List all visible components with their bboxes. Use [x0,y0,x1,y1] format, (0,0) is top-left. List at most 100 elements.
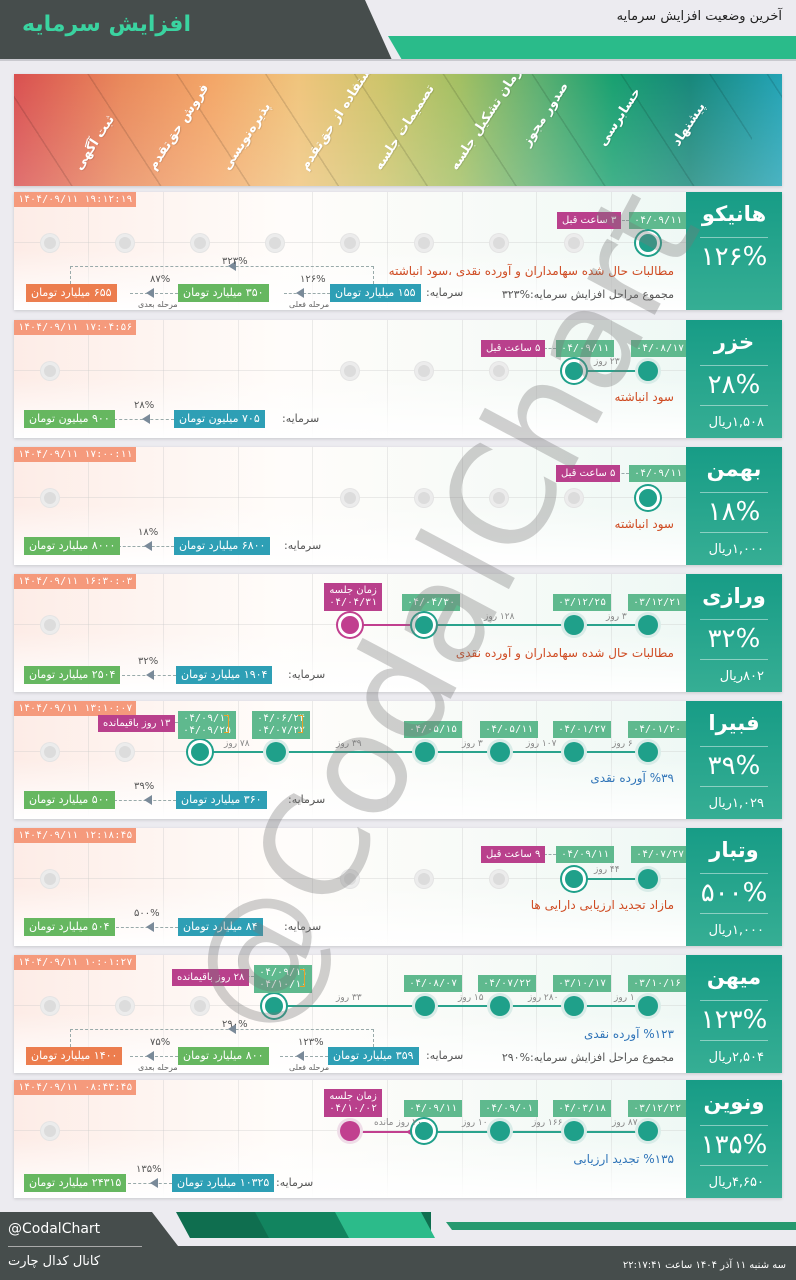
stage-node [415,870,433,888]
date-tag: ۰۴/۰۴/۳۰ [402,594,461,611]
capital-label: سرمایه: [284,920,322,933]
total-increase-text: مجموع مراحل افزایش سرمایه:%۳۲۳ [501,288,674,301]
stage-node [638,615,658,635]
gap-days: ۶ روز [612,739,633,749]
capital-label: سرمایه: [426,1049,464,1062]
step2-capital: ۱۴۰۰ میلیارد تومان [26,1047,123,1065]
gap-days: ۲۳ روز [594,357,620,367]
current-capital: ۱۰۳۲۵ میلیارد تومان [172,1174,275,1192]
step2-percent: ۷۵% [150,1037,171,1048]
timestamp: ۱۴۰۴/۰۹/۱۱ ۱۰:۰۱:۲۷ [14,955,137,970]
gap-days: ۸۷ روز [612,1118,638,1128]
stage-node [564,996,584,1016]
stage-node [116,743,134,761]
symbol-panel: میهن ۱۲۳% ۲,۵۰۴ریال [686,955,782,1073]
date-tag: ۰۴/۰۹/۱۱ [404,1100,463,1117]
date-tag: ۰۴/۰۸/۰۷ [404,975,463,992]
next-percent: ۳۹% [134,781,155,792]
step2-percent: ۸۷% [150,274,171,285]
stage-node [564,742,584,762]
timestamp: ۱۴۰۴/۰۹/۱۱ ۰۸:۴۳:۴۵ [14,1080,137,1095]
capital-label: سرمایه: [288,793,326,806]
symbol-panel: وتبار ۵۰۰% ۱,۰۰۰ریال [686,828,782,946]
company-row-mihan[interactable]: ۱۴۰۴/۰۹/۱۱ ۱۰:۰۱:۲۷ ۱ روز ۲۸۰ روز ۱۵ روز… [14,955,782,1073]
gap-days: ۱۵ روز [458,993,484,1003]
stage-node [490,742,510,762]
current-capital: ۳۵۹ میلیارد تومان [328,1047,419,1065]
current-capital: ۱۹۰۴ میلیارد تومان [176,666,273,684]
gap-days: ۳۳ روز [336,993,362,1003]
stage-node [191,997,209,1015]
reason-text: سود انباشته [614,517,674,531]
next-capital: ۲۴۳۱۵ میلیارد تومان [24,1174,127,1192]
reason-text: مطالبات حال شده سهامداران و آورده نقدی [455,646,674,660]
share-price: ۴,۶۵۰ریال [708,1175,764,1190]
timestamp: ۱۴۰۴/۰۹/۱۱ ۱۷:۰۴:۵۶ [14,320,137,335]
report-datetime: سه شنبه ۱۱ آذر ۱۴۰۴ ساعت ۲۲:۱۷:۴۱ [622,1260,786,1271]
footer-divider [8,1246,142,1247]
time-ago-badge: ۵ ساعت قبل [481,340,546,357]
stage-node [116,234,134,252]
stage-node [638,742,658,762]
reason-text: مطالبات حال شده سهامداران و آورده نقدی ،… [388,264,674,278]
date-tag: ۰۴/۰۹/۱۱ [629,212,688,229]
timestamp: ۱۴۰۴/۰۹/۱۱ ۱۶:۳۰:۰۳ [14,574,137,589]
company-row-hanico[interactable]: ۱۴۰۴/۰۹/۱۱ ۱۹:۱۲:۱۹ ۰۴/۰۹/۱۱ ۳ ساعت قبل … [14,192,782,310]
step1-percent: ۱۲۶% [300,274,326,285]
date-range-tag: ۰۴/۰۶/۲۴ ۰۴/۰۷/۲۲ [252,711,311,739]
current-stage-node [562,359,586,383]
company-row-khazar[interactable]: ۱۴۰۴/۰۹/۱۱ ۱۷:۰۴:۵۶ ۲۳ روز ۰۴/۰۸/۱۷ ۰۴/۰… [14,320,782,438]
company-row-vanovin[interactable]: ۱۴۰۴/۰۹/۱۱ ۰۸:۴۳:۴۵ ۸۷ روز ۱۶۶ روز ۱۰ رو… [14,1080,782,1198]
stage-node [41,362,59,380]
increase-percent: ۱۸% [707,497,761,527]
increase-percent: ۲۸% [707,370,761,400]
stage-node [565,489,583,507]
company-row-varazi[interactable]: ۱۴۰۴/۰۹/۱۱ ۱۶:۳۰:۰۳ ۳ روز ۱۲۸ روز ۰۳/۱۲/… [14,574,782,692]
date-tag: ۰۴/۰۹/۱۱ [629,465,688,482]
company-row-febira[interactable]: ۱۴۰۴/۰۹/۱۱ ۱۳:۱۰:۰۷ ۶ روز ۱۰۷ روز ۳ روز … [14,701,782,819]
date-tag: ۰۴/۰۷/۲۷ [631,846,690,863]
stage-node [341,234,359,252]
gap-days: ۳ روز [606,612,627,622]
current-stage-node [412,1119,436,1143]
stage-node [490,234,508,252]
share-price: ۲,۵۰۴ریال [708,1050,764,1065]
stage-node [41,1122,59,1140]
timestamp: ۱۴۰۴/۰۹/۱۱ ۱۹:۱۲:۱۹ [14,192,137,207]
increase-percent: ۱۳۵% [700,1130,768,1160]
company-row-vetbar[interactable]: ۱۴۰۴/۰۹/۱۱ ۱۲:۱۸:۴۵ ۴۴ روز ۰۴/۰۷/۲۷ ۰۴/۰… [14,828,782,946]
share-price: ۱,۰۰۰ریال [708,542,764,557]
symbol-name: میهن [706,965,762,989]
step2-label: مرحله بعدی [138,1063,178,1072]
stage-node [490,1121,510,1141]
header-accent-bar [388,36,796,60]
channel-name: کانال کدال چارت [8,1254,101,1269]
gap-days: ۱ روز [614,993,635,1003]
date-tag: ۰۴/۰۵/۱۵ [404,721,463,738]
reason-text: %۱۲۳ آورده نقدی [583,1027,674,1041]
meeting-label: زمان جلسه [329,585,377,596]
symbol-panel: فبیرا ۳۹% ۱,۰۲۹ریال [686,701,782,819]
gap-days: ۳۹ روز [336,739,362,749]
stage-node [191,234,209,252]
stage-node [638,361,658,381]
symbol-name: خزر [713,330,755,354]
capital-label: سرمایه: [282,412,320,425]
total-increase-text: مجموع مراحل افزایش سرمایه:%۲۹۰ [501,1051,674,1064]
date-tag: ۰۴/۰۱/۲۷ [553,721,612,738]
date-tag: ۰۳/۱۲/۲۱ [628,594,687,611]
company-row-bahman[interactable]: ۱۴۰۴/۰۹/۱۱ ۱۷:۰۰:۱۱ ۰۴/۰۹/۱۱ ۵ ساعت قبل … [14,447,782,565]
range-end: ۰۴/۰۹/۲۵ [183,725,232,736]
date-tag: ۰۴/۰۸/۱۷ [631,340,690,357]
meeting-date: ۰۴/۰۴/۳۱ [329,597,378,608]
date-tag: ۰۳/۱۲/۲۲ [628,1100,687,1117]
current-capital: ۸۴ میلیارد تومان [178,918,263,936]
channel-handle[interactable]: @CodalChart [8,1221,101,1237]
stage-node [41,234,59,252]
stage-node [116,997,134,1015]
reason-text: مازاد تجدید ارزیابی دارایی ها [530,898,674,912]
remaining-days-badge: ۲۸ روز باقیمانده [172,969,250,986]
stage-node [415,234,433,252]
header: افزایش سرمایه آخرین وضعیت افزایش سرمایه [0,0,796,61]
share-price: ۱,۰۰۰ریال [708,923,764,938]
